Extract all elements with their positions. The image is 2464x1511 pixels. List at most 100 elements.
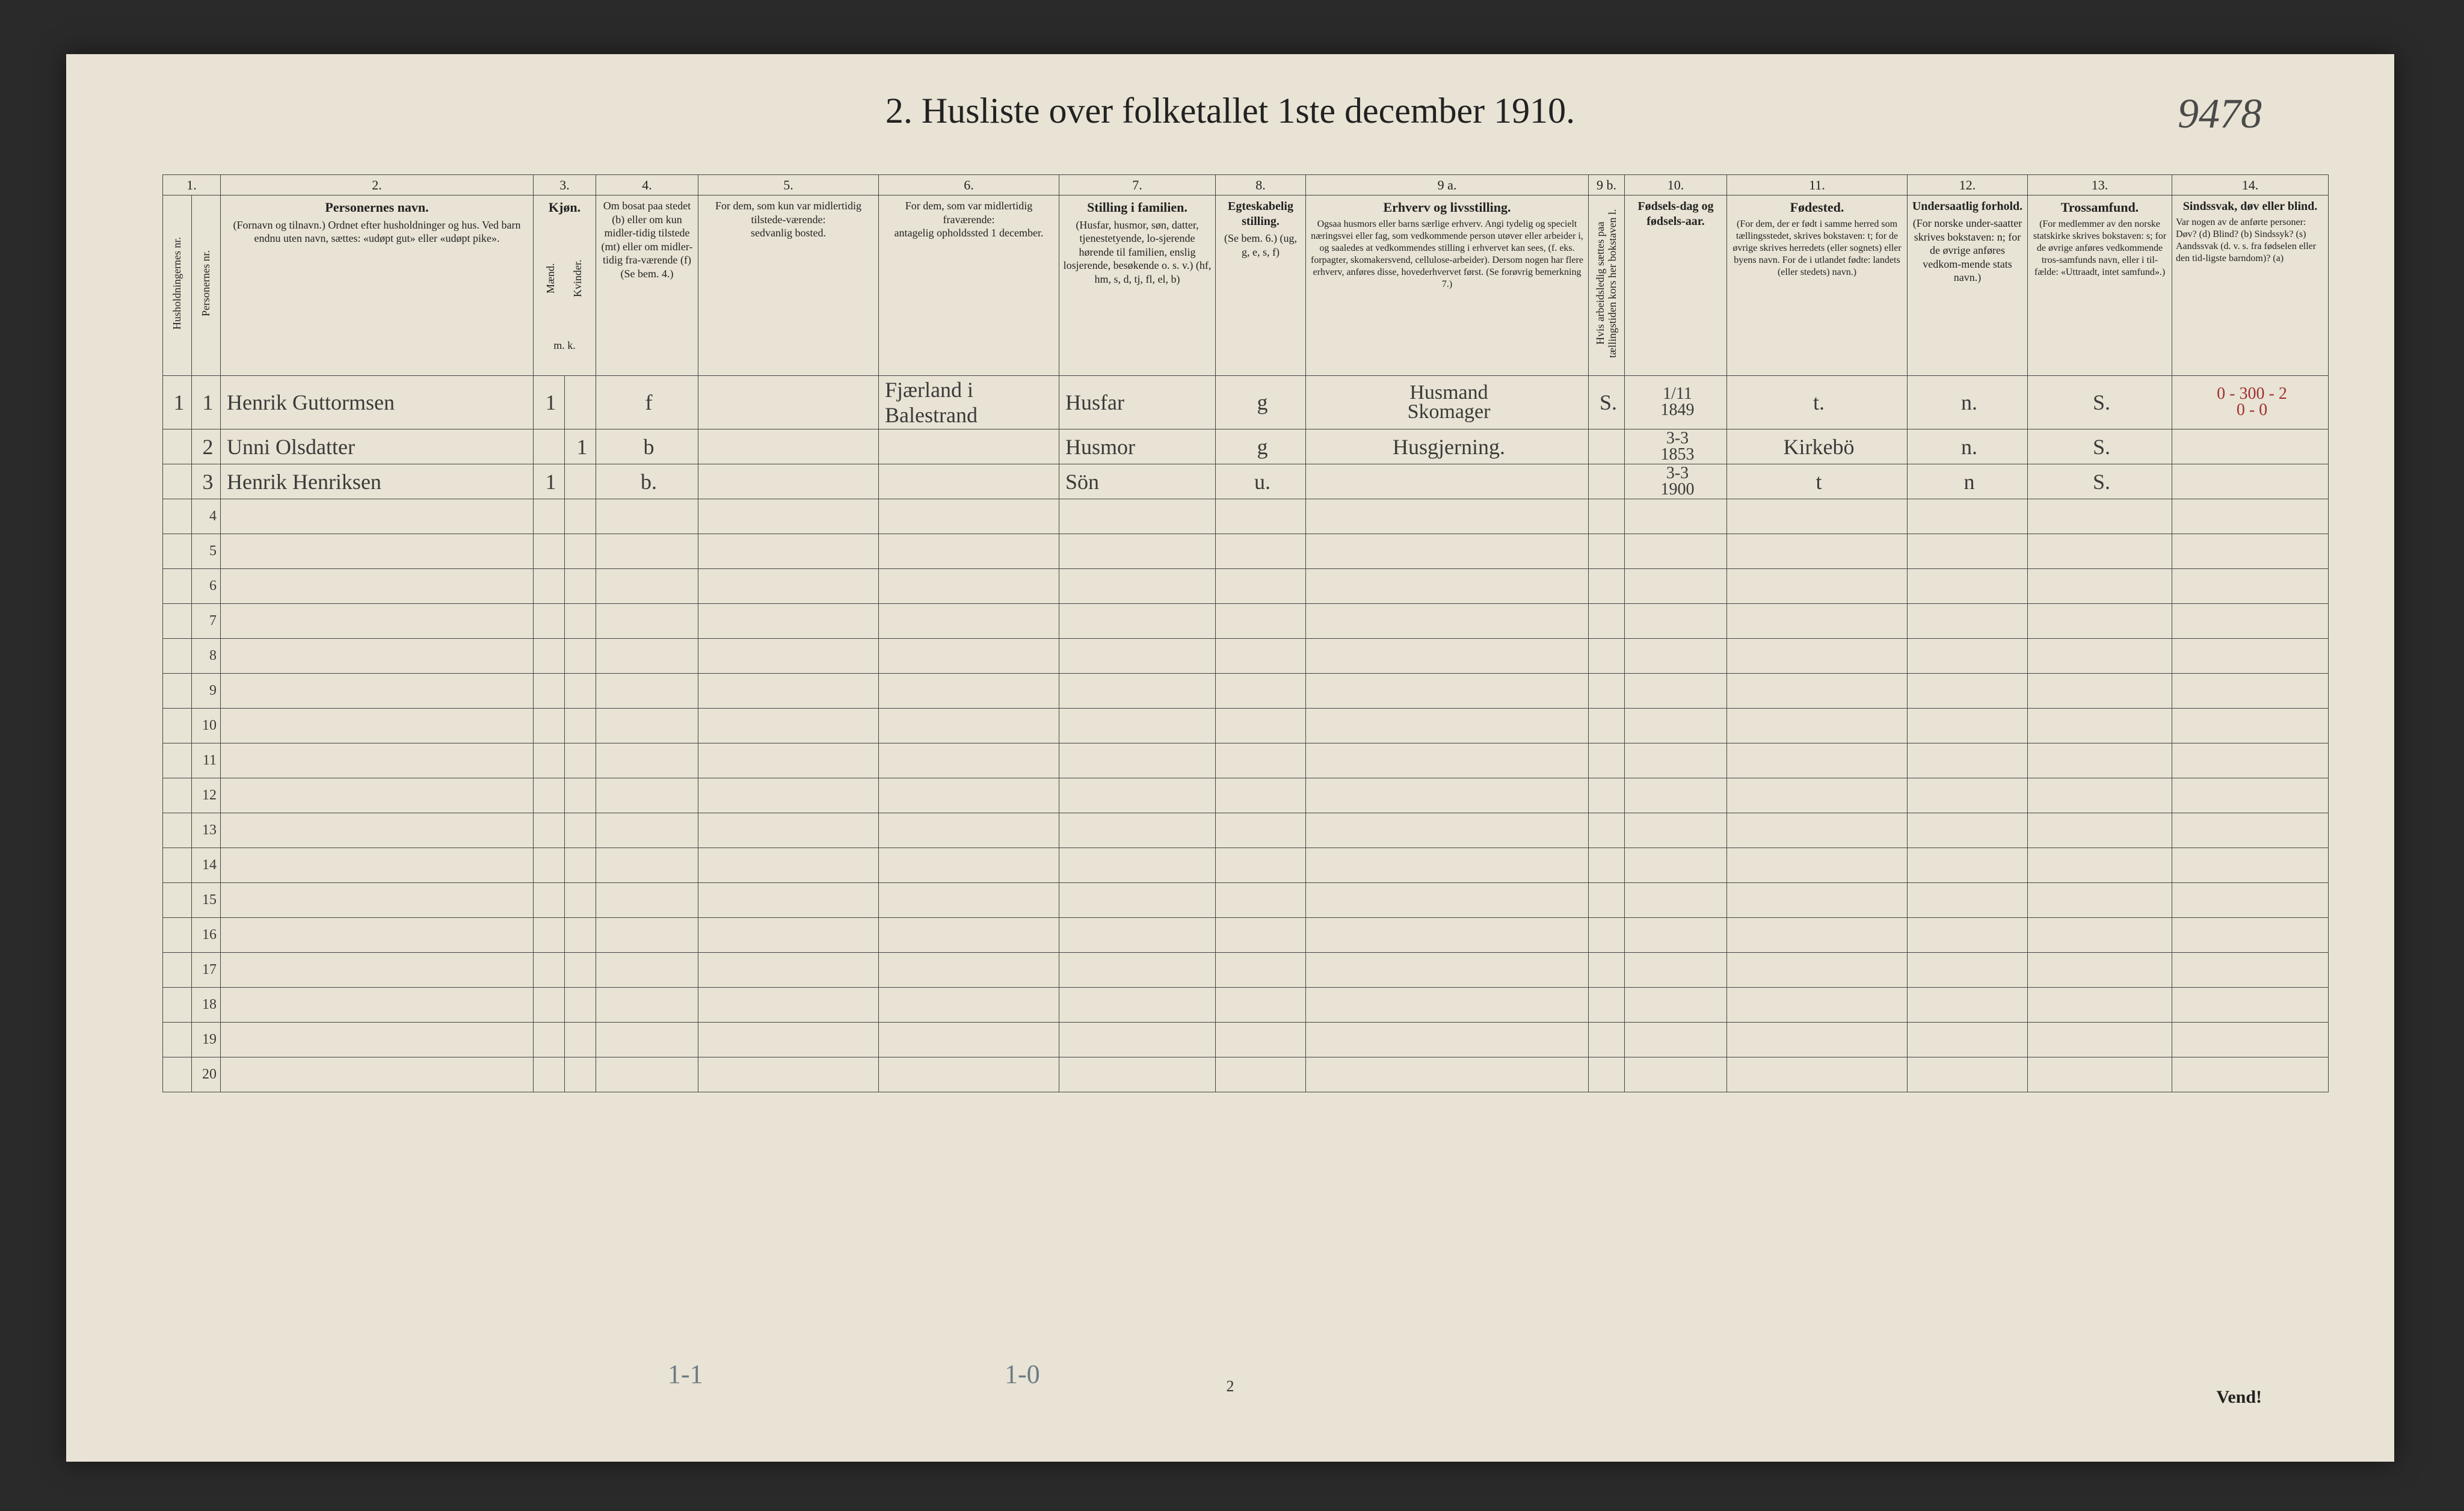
- cell-name: Henrik Henriksen: [221, 464, 534, 499]
- cell-hush-nr: [163, 778, 192, 813]
- cell-c13: S.: [2028, 376, 2172, 429]
- cell-c12: n.: [1908, 376, 2028, 429]
- colnum-11: 11.: [1727, 175, 1908, 195]
- cell-pers-nr: 14: [192, 848, 221, 883]
- cell-c7: Sön: [1059, 464, 1216, 499]
- cell-hush-nr: [163, 813, 192, 848]
- hdr-kjon: Kjøn. Mænd. Kvinder. m. k.: [534, 195, 596, 376]
- table-row: 2Unni Olsdatter1bHusmorgHusgjerning.3-31…: [163, 429, 2329, 464]
- colnum-12: 12.: [1908, 175, 2028, 195]
- footer-page-number: 2: [1227, 1377, 1234, 1396]
- hdr-stilling-fam: Stilling i familien. (Husfar, husmor, sø…: [1059, 195, 1216, 376]
- cell-hush-nr: [163, 499, 192, 534]
- cell-hush-nr: [163, 918, 192, 953]
- cell-c12: n: [1908, 464, 2028, 499]
- cell-c11: Kirkebö: [1727, 429, 1908, 464]
- cell-hush-nr: [163, 464, 192, 499]
- cell-c9a: [1306, 464, 1589, 499]
- cell-c13: S.: [2028, 464, 2172, 499]
- vend-label: Vend!: [2216, 1387, 2262, 1408]
- hdr-hush-nr: Husholdningernes nr.: [163, 195, 192, 376]
- header-row: Husholdningernes nr. Personernes nr. Per…: [163, 195, 2329, 376]
- cell-hush-nr: [163, 534, 192, 569]
- table-row: 15: [163, 883, 2329, 918]
- cell-bosat: b.: [596, 464, 698, 499]
- colnum-5: 5.: [698, 175, 879, 195]
- cell-c12: n.: [1908, 429, 2028, 464]
- cell-c7: Husmor: [1059, 429, 1216, 464]
- cell-pers-nr: 17: [192, 953, 221, 988]
- cell-hush-nr: [163, 1023, 192, 1057]
- cell-c13: S.: [2028, 429, 2172, 464]
- table-row: 16: [163, 918, 2329, 953]
- cell-name: Henrik Guttormsen: [221, 376, 534, 429]
- cell-pers-nr: 2: [192, 429, 221, 464]
- cell-hush-nr: [163, 883, 192, 918]
- cell-c9b: [1589, 464, 1625, 499]
- table-row: 18: [163, 988, 2329, 1023]
- pencil-note-mid: 1-0: [1005, 1359, 1040, 1389]
- cell-c10: 1/111849: [1625, 376, 1727, 429]
- hdr-egteskab: Egteskabelig stilling. (Se bem. 6.) (ug,…: [1216, 195, 1306, 376]
- cell-c6: Fjærland i Balestrand: [879, 376, 1059, 429]
- cell-pers-nr: 5: [192, 534, 221, 569]
- hdr-bosat: Om bosat paa stedet (b) eller om kun mid…: [596, 195, 698, 376]
- cell-hush-nr: [163, 429, 192, 464]
- cell-pers-nr: 1: [192, 376, 221, 429]
- document-page: 2. Husliste over folketallet 1ste decemb…: [66, 54, 2394, 1462]
- cell-hush-nr: [163, 569, 192, 604]
- cell-c6: [879, 464, 1059, 499]
- cell-pers-nr: 19: [192, 1023, 221, 1057]
- table-row: 8: [163, 639, 2329, 674]
- cell-c7: Husfar: [1059, 376, 1216, 429]
- cell-c14: 0 - 300 - 20 - 0: [2172, 376, 2329, 429]
- cell-c8: g: [1216, 376, 1306, 429]
- cell-pers-nr: 20: [192, 1057, 221, 1092]
- colnum-1: 1.: [163, 175, 221, 195]
- table-row: 12: [163, 778, 2329, 813]
- table-row: 10: [163, 709, 2329, 743]
- cell-c10: 3-31853: [1625, 429, 1727, 464]
- colnum-6: 6.: [879, 175, 1059, 195]
- cell-pers-nr: 11: [192, 743, 221, 778]
- table-row: 9: [163, 674, 2329, 709]
- table-row: 11: [163, 743, 2329, 778]
- cell-k: [565, 464, 596, 499]
- cell-k: [565, 376, 596, 429]
- column-number-row: 1. 2. 3. 4. 5. 6. 7. 8. 9 a. 9 b. 10. 11…: [163, 175, 2329, 195]
- cell-pers-nr: 3: [192, 464, 221, 499]
- table-row: 5: [163, 534, 2329, 569]
- cell-pers-nr: 10: [192, 709, 221, 743]
- cell-c5: [698, 376, 879, 429]
- hdr-pers-nr: Personernes nr.: [192, 195, 221, 376]
- cell-pers-nr: 13: [192, 813, 221, 848]
- cell-hush-nr: [163, 639, 192, 674]
- cell-bosat: b: [596, 429, 698, 464]
- hdr-midl-tilstede: For dem, som kun var midlertidig tilsted…: [698, 195, 879, 376]
- cell-m: [534, 429, 565, 464]
- table-row: 4: [163, 499, 2329, 534]
- cell-c14: [2172, 429, 2329, 464]
- cell-c9a: HusmandSkomager: [1306, 376, 1589, 429]
- cell-c6: [879, 429, 1059, 464]
- colnum-4: 4.: [596, 175, 698, 195]
- cell-pers-nr: 4: [192, 499, 221, 534]
- table-row: 19: [163, 1023, 2329, 1057]
- hdr-trossamfund: Trossamfund. (For medlemmer av den norsk…: [2028, 195, 2172, 376]
- cell-hush-nr: [163, 953, 192, 988]
- cell-hush-nr: [163, 743, 192, 778]
- colnum-8: 8.: [1216, 175, 1306, 195]
- hdr-arbeidsledig: Hvis arbeidsledig sættes paa tællingstid…: [1589, 195, 1625, 376]
- cell-hush-nr: [163, 988, 192, 1023]
- cell-c5: [698, 464, 879, 499]
- table-row: 20: [163, 1057, 2329, 1092]
- page-title: 2. Husliste over folketallet 1ste decemb…: [66, 54, 2394, 144]
- cell-pers-nr: 9: [192, 674, 221, 709]
- cell-hush-nr: [163, 709, 192, 743]
- colnum-2: 2.: [221, 175, 534, 195]
- cell-pers-nr: 7: [192, 604, 221, 639]
- hdr-erhverv: Erhverv og livsstilling. Ogsaa husmors e…: [1306, 195, 1589, 376]
- cell-c5: [698, 429, 879, 464]
- colnum-13: 13.: [2028, 175, 2172, 195]
- cell-pers-nr: 12: [192, 778, 221, 813]
